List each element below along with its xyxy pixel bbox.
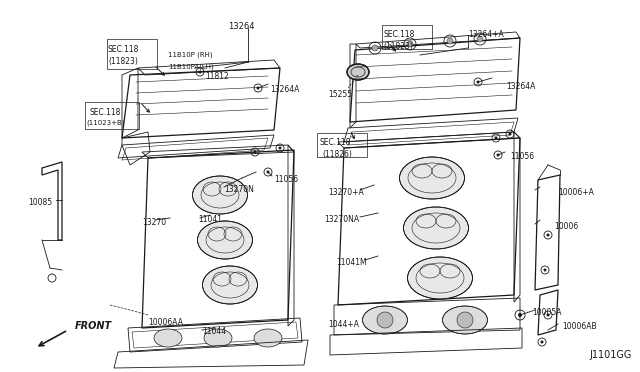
Circle shape xyxy=(257,87,259,90)
Circle shape xyxy=(541,340,543,343)
Circle shape xyxy=(407,41,413,47)
Text: 11B10PA(LH): 11B10PA(LH) xyxy=(168,63,214,70)
Text: 1044+A: 1044+A xyxy=(328,320,359,329)
Text: 15255: 15255 xyxy=(328,90,352,99)
Circle shape xyxy=(457,312,473,328)
Circle shape xyxy=(253,151,257,154)
Text: 10005A: 10005A xyxy=(532,308,561,317)
Circle shape xyxy=(497,154,499,157)
Text: 10006AA: 10006AA xyxy=(148,318,183,327)
Ellipse shape xyxy=(403,207,468,249)
Text: (11023+B): (11023+B) xyxy=(86,120,125,126)
Text: SEC.118: SEC.118 xyxy=(90,108,122,117)
Circle shape xyxy=(198,71,202,74)
Text: 11041: 11041 xyxy=(198,215,222,224)
Circle shape xyxy=(495,137,497,140)
Circle shape xyxy=(509,132,511,135)
Text: 11041M: 11041M xyxy=(336,258,367,267)
Ellipse shape xyxy=(154,329,182,347)
Ellipse shape xyxy=(362,306,408,334)
Text: SEC.118: SEC.118 xyxy=(383,30,414,39)
Text: J1101GG: J1101GG xyxy=(589,350,632,360)
Circle shape xyxy=(547,314,550,317)
Text: SEC.118: SEC.118 xyxy=(108,45,140,54)
Circle shape xyxy=(278,147,282,150)
Circle shape xyxy=(547,234,550,237)
Text: 13270: 13270 xyxy=(142,218,166,227)
Ellipse shape xyxy=(204,329,232,347)
Text: (11823): (11823) xyxy=(108,57,138,66)
Circle shape xyxy=(477,80,479,83)
Ellipse shape xyxy=(399,157,465,199)
Text: (11826): (11826) xyxy=(322,150,352,159)
Text: 13264A: 13264A xyxy=(270,85,300,94)
Text: 13264A: 13264A xyxy=(506,82,536,91)
Text: 10006AB: 10006AB xyxy=(562,322,596,331)
Ellipse shape xyxy=(193,176,248,214)
Text: 11056: 11056 xyxy=(274,175,298,184)
Text: 11812: 11812 xyxy=(205,72,228,81)
Text: 13270N: 13270N xyxy=(224,185,254,194)
Text: 11B10P (RH): 11B10P (RH) xyxy=(168,52,212,58)
Circle shape xyxy=(372,45,378,51)
Ellipse shape xyxy=(442,306,488,334)
Circle shape xyxy=(477,36,483,42)
Ellipse shape xyxy=(347,64,369,80)
Circle shape xyxy=(447,38,453,44)
Text: SEC.118: SEC.118 xyxy=(320,138,351,147)
Circle shape xyxy=(377,312,393,328)
Text: 10006: 10006 xyxy=(554,222,579,231)
Ellipse shape xyxy=(202,266,257,304)
Text: 13270+A: 13270+A xyxy=(328,188,364,197)
Text: FRONT: FRONT xyxy=(75,321,112,331)
Text: 13264: 13264 xyxy=(228,22,255,31)
Ellipse shape xyxy=(254,329,282,347)
Circle shape xyxy=(518,313,522,317)
Text: 10006+A: 10006+A xyxy=(558,188,594,197)
Ellipse shape xyxy=(408,257,472,299)
Text: 11044: 11044 xyxy=(202,327,226,336)
Circle shape xyxy=(266,170,269,173)
Circle shape xyxy=(543,269,547,272)
Text: 11056: 11056 xyxy=(510,152,534,161)
Text: (11823): (11823) xyxy=(383,42,413,51)
Text: 13270NA: 13270NA xyxy=(324,215,359,224)
Ellipse shape xyxy=(198,221,253,259)
Text: 13264+A: 13264+A xyxy=(468,30,504,39)
Text: 10085: 10085 xyxy=(28,198,52,207)
